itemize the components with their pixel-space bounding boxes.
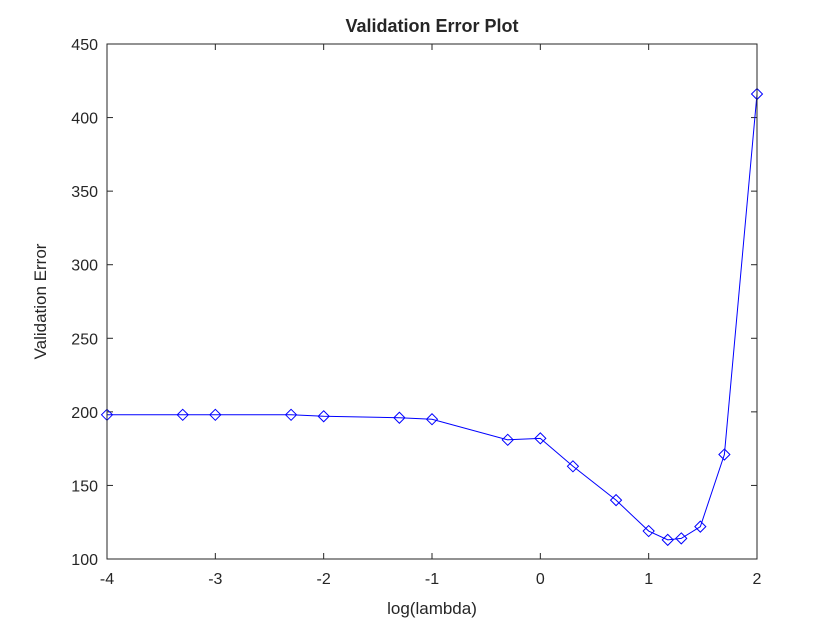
y-axis-label: Validation Error [31,243,50,359]
data-point-marker [718,448,731,461]
data-point-marker [501,433,514,447]
data-point-marker [642,524,655,538]
x-tick-label: -2 [317,571,331,588]
x-tick-label: -4 [100,571,114,588]
x-tick-label: -1 [425,571,439,588]
x-tick-label: 2 [753,571,762,588]
data-point-marker [534,432,547,445]
data-point-marker [317,410,330,423]
data-point-marker [393,411,406,424]
data-point-marker [694,520,707,533]
x-tick-label: -3 [208,571,222,588]
chart-title: Validation Error Plot [345,16,518,36]
y-tick-label: 150 [71,478,98,495]
data-point-marker [176,408,189,422]
y-tick-label: 400 [71,111,98,128]
y-tick-label: 450 [71,37,98,54]
x-tick-label: 1 [644,571,653,588]
data-point-marker [609,493,623,507]
plot-area [107,44,757,559]
data-point-marker [209,408,222,422]
plot-frame [106,43,758,560]
x-tick-label: 0 [536,571,545,588]
y-tick-label: 250 [71,331,98,348]
series-layer [100,87,764,547]
series-line [107,93,758,541]
y-tick-label: 200 [71,405,98,422]
y-tick-label: 300 [71,258,98,275]
y-tick-label: 350 [71,184,98,201]
data-point-marker [425,413,439,426]
ticks-layer: -4 -3 -2 -1 0 1 2 100 150 200 250 300 350 400 450 [71,37,761,588]
data-point-marker [566,460,580,473]
data-point-marker [284,408,298,422]
data-point-marker [675,532,688,545]
data-point-marker [661,533,674,547]
x-axis-label: log(lambda) [387,599,477,618]
y-tick-label: 100 [71,552,98,569]
